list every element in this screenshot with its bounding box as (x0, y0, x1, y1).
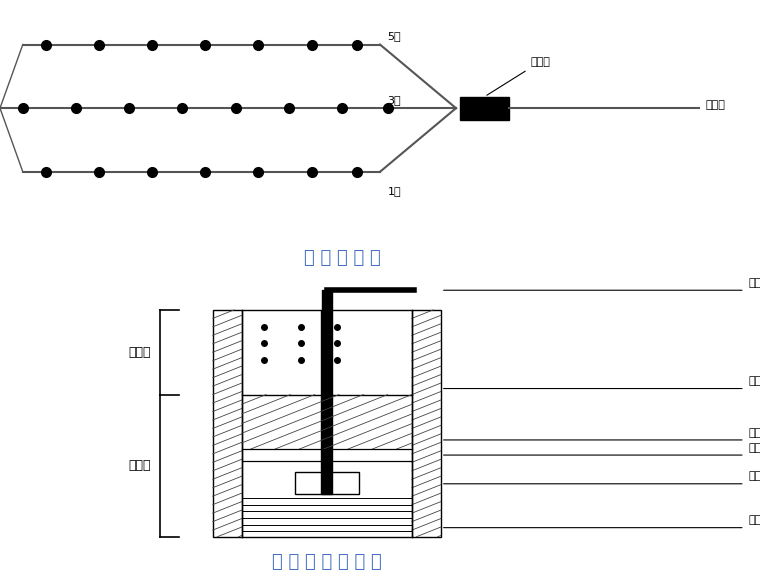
Text: 硝胺炸药: 硝胺炸药 (749, 428, 760, 438)
Bar (321, 472, 332, 494)
Text: 1段: 1段 (388, 186, 401, 196)
Text: 堵塞段: 堵塞段 (128, 346, 150, 359)
Bar (213, 310, 242, 537)
Text: 导爆管尾线: 导爆管尾线 (749, 278, 760, 288)
Bar (321, 310, 332, 472)
Bar (412, 310, 441, 537)
Text: 起爆体: 起爆体 (749, 443, 760, 453)
Bar (321, 290, 331, 310)
Bar (295, 472, 359, 494)
Text: 装药段: 装药段 (128, 459, 150, 472)
Text: 导火线: 导火线 (705, 100, 725, 110)
Text: 堵塞物: 堵塞物 (749, 376, 760, 386)
Text: 3段: 3段 (388, 95, 401, 105)
Text: 起 爆 网 络 图: 起 爆 网 络 图 (304, 249, 380, 267)
Bar (460, 97, 509, 120)
Text: 5段: 5段 (388, 31, 401, 42)
Text: 炮 孔 装 药 结 构 图: 炮 孔 装 药 结 构 图 (272, 553, 382, 570)
Text: 非电毫秒雷管: 非电毫秒雷管 (749, 471, 760, 482)
Text: 火雷管: 火雷管 (487, 57, 550, 95)
Text: 乳化或硝胺炸药: 乳化或硝胺炸药 (749, 515, 760, 525)
